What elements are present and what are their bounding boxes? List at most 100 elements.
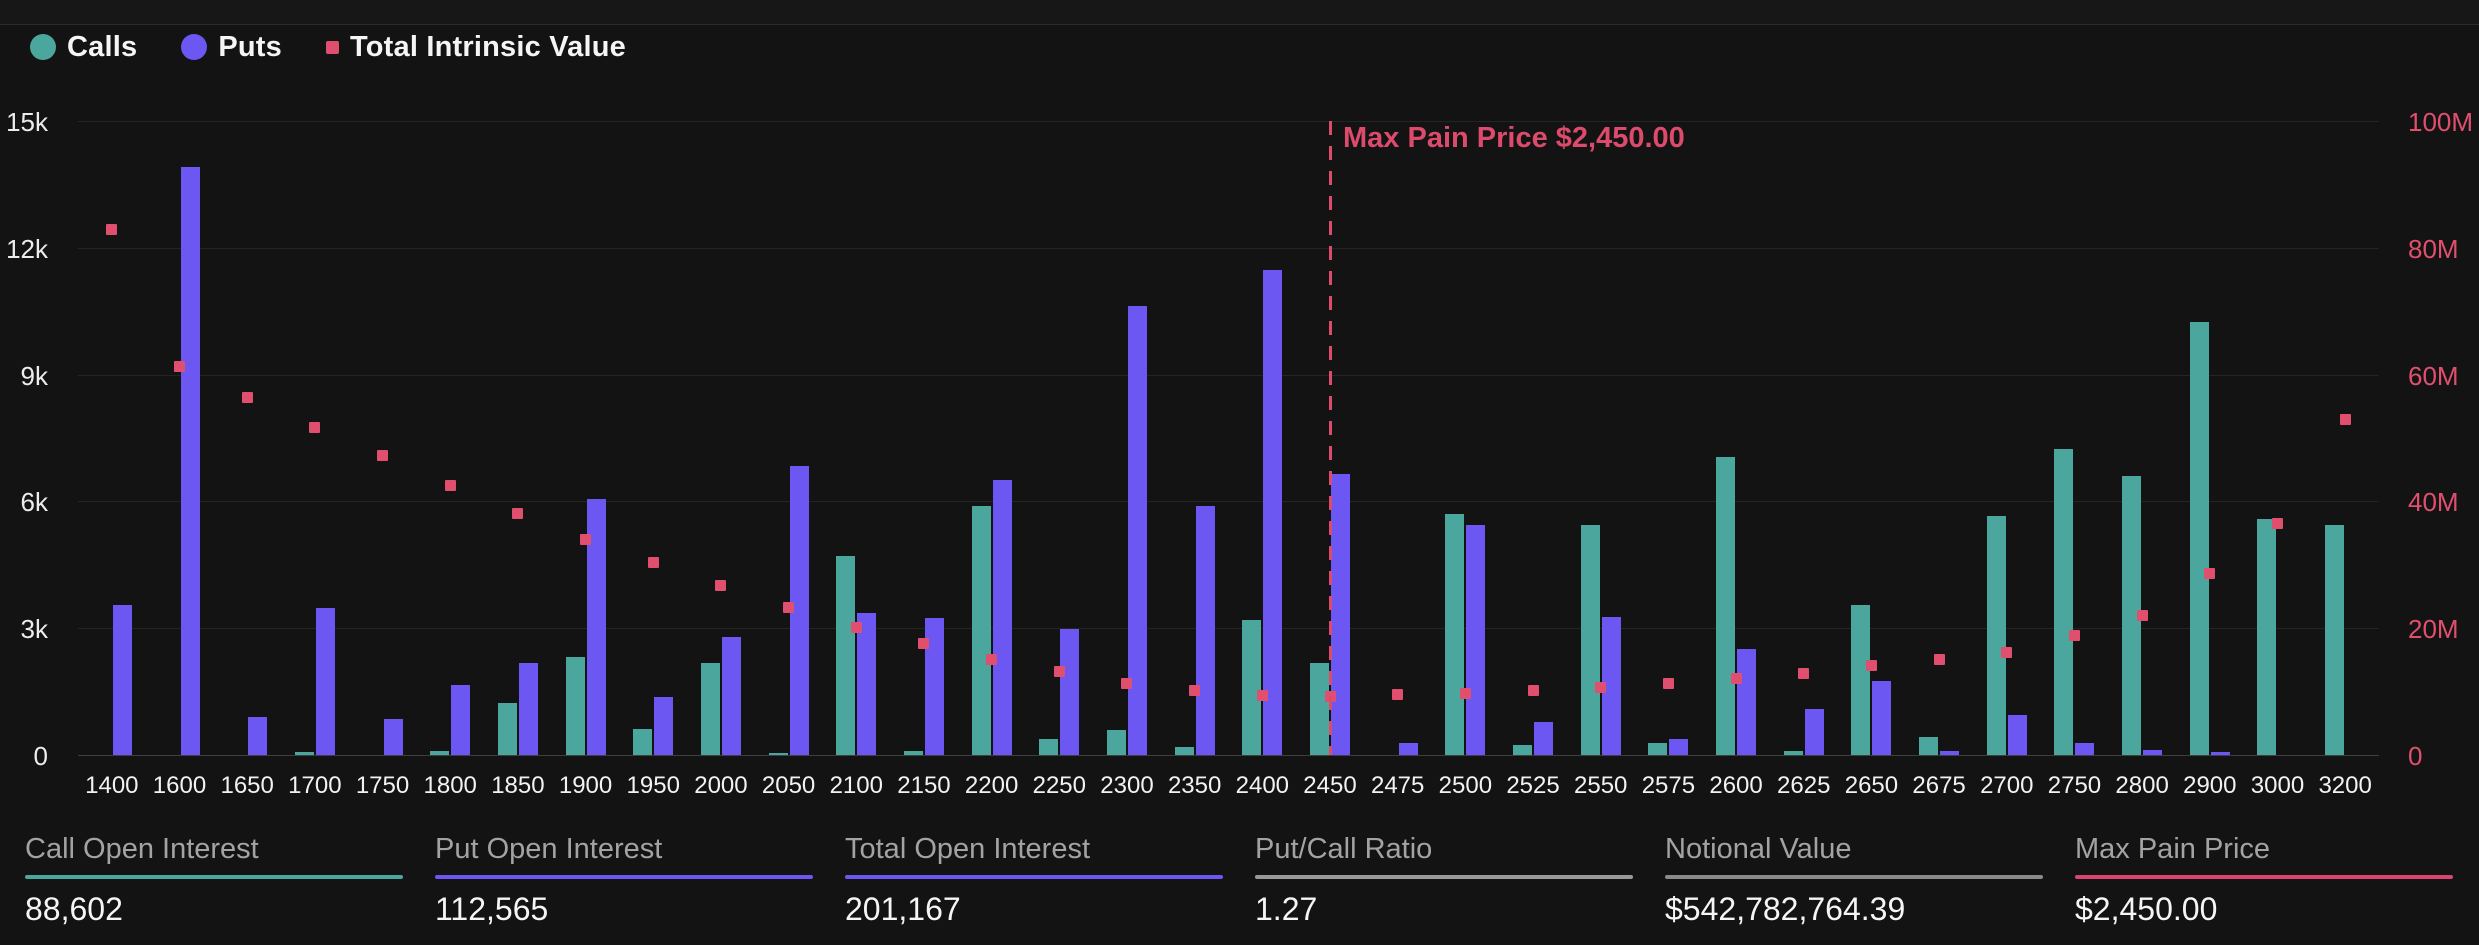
put-bar[interactable] [1331,474,1350,755]
total-intrinsic-value-point[interactable] [647,557,659,569]
total-intrinsic-value-point[interactable] [1865,660,1877,672]
put-bar[interactable] [857,612,877,755]
call-bar[interactable] [1513,744,1533,755]
total-intrinsic-value-point[interactable] [783,601,795,613]
legend-item-puts[interactable]: Puts [181,31,282,64]
call-bar[interactable] [294,752,314,755]
total-intrinsic-value-point[interactable] [2339,414,2351,426]
call-bar[interactable] [1716,456,1736,755]
put-bar[interactable] [451,684,471,755]
put-bar[interactable] [654,696,674,755]
put-bar[interactable] [248,716,268,755]
put-bar[interactable] [2075,742,2095,755]
total-intrinsic-value-point[interactable] [986,653,998,665]
total-intrinsic-value-point[interactable] [444,480,456,492]
total-intrinsic-value-point[interactable] [2204,568,2216,580]
call-bar[interactable] [2122,476,2142,755]
call-bar[interactable] [1039,738,1059,755]
call-bar[interactable] [2189,322,2209,755]
call-bar[interactable] [497,702,517,755]
total-intrinsic-value-point[interactable] [174,361,185,373]
legend-item-total-intrinsic-value[interactable]: Total Intrinsic Value [325,31,626,64]
call-bar[interactable] [1242,620,1262,755]
put-bar[interactable] [1195,506,1215,755]
total-intrinsic-value-point[interactable] [1933,654,1945,666]
put-bar[interactable] [992,480,1012,755]
put-bar[interactable] [789,466,809,755]
put-bar[interactable] [315,608,335,755]
stat-underline [845,875,1223,879]
call-bar[interactable] [1310,662,1329,755]
put-bar[interactable] [2210,751,2230,755]
call-bar[interactable] [1919,737,1939,755]
put-bar[interactable] [383,719,403,755]
put-bar[interactable] [1804,708,1824,755]
total-intrinsic-value-point[interactable] [1189,684,1201,696]
put-bar[interactable] [1263,270,1283,755]
total-intrinsic-value-point[interactable] [1595,682,1607,694]
stat-call-open-interest: Call Open Interest 88,602 [25,832,403,928]
call-bar[interactable] [1174,746,1194,755]
call-bar[interactable] [700,662,720,755]
x-axis-tick-strike: 1750 [355,772,410,799]
total-intrinsic-value-point[interactable] [1662,678,1674,690]
put-bar[interactable] [1737,649,1757,755]
total-intrinsic-value-point[interactable] [1459,688,1471,699]
total-intrinsic-value-point[interactable] [106,223,118,235]
call-bar[interactable] [1648,743,1668,755]
call-bar[interactable] [2257,519,2277,755]
total-intrinsic-value-point[interactable] [2271,518,2283,530]
call-bar[interactable] [1783,751,1803,755]
put-bar[interactable] [1060,629,1080,755]
call-bar[interactable] [1986,515,2006,755]
total-intrinsic-value-point[interactable] [309,421,321,433]
call-bar[interactable] [1580,524,1600,755]
total-intrinsic-value-point[interactable] [2136,610,2148,622]
total-intrinsic-value-point[interactable] [918,637,930,649]
call-bar[interactable] [1851,604,1871,755]
put-bar[interactable] [1872,681,1892,755]
total-intrinsic-value-point[interactable] [512,507,524,519]
call-bar[interactable] [565,656,585,755]
total-intrinsic-value-point[interactable] [2001,647,2013,659]
total-intrinsic-value-point[interactable] [1798,668,1810,680]
call-bar[interactable] [2054,448,2074,755]
put-bar[interactable] [1534,722,1554,755]
call-bar[interactable] [1445,514,1465,755]
put-bar[interactable] [2143,750,2163,755]
put-bar[interactable] [112,604,132,755]
total-intrinsic-value-point[interactable] [1256,689,1268,701]
put-bar[interactable] [1398,742,1418,755]
put-bar[interactable] [1127,305,1147,755]
total-intrinsic-value-point[interactable] [1121,677,1133,689]
legend-item-calls[interactable]: Calls [30,31,137,64]
total-intrinsic-value-point[interactable] [1392,689,1404,701]
call-bar[interactable] [903,750,923,755]
call-bar[interactable] [971,506,991,755]
put-bar[interactable] [1940,750,1960,755]
put-bar[interactable] [721,637,741,755]
total-intrinsic-value-point[interactable] [580,533,592,545]
put-bar[interactable] [180,166,200,755]
total-intrinsic-value-point[interactable] [850,622,862,634]
call-bar[interactable] [633,729,653,755]
put-bar[interactable] [518,663,538,755]
total-intrinsic-value-point[interactable] [241,391,253,403]
put-bar[interactable] [1669,739,1689,755]
put-bar[interactable] [2007,714,2027,755]
call-bar[interactable] [2325,524,2345,755]
call-bar[interactable] [1106,730,1126,755]
total-intrinsic-value-point[interactable] [715,580,727,592]
put-bar[interactable] [924,618,944,755]
total-intrinsic-value-point[interactable] [1053,665,1065,677]
call-bar[interactable] [430,750,450,755]
total-intrinsic-value-point[interactable] [1730,673,1742,685]
put-bar[interactable] [1601,617,1621,755]
call-bar[interactable] [768,752,788,755]
call-bar[interactable] [836,556,856,755]
total-intrinsic-value-point[interactable] [2068,630,2080,642]
put-bar[interactable] [1466,524,1486,755]
total-intrinsic-value-point[interactable] [377,450,389,462]
put-bar[interactable] [586,498,606,755]
total-intrinsic-value-point[interactable] [1527,685,1539,697]
